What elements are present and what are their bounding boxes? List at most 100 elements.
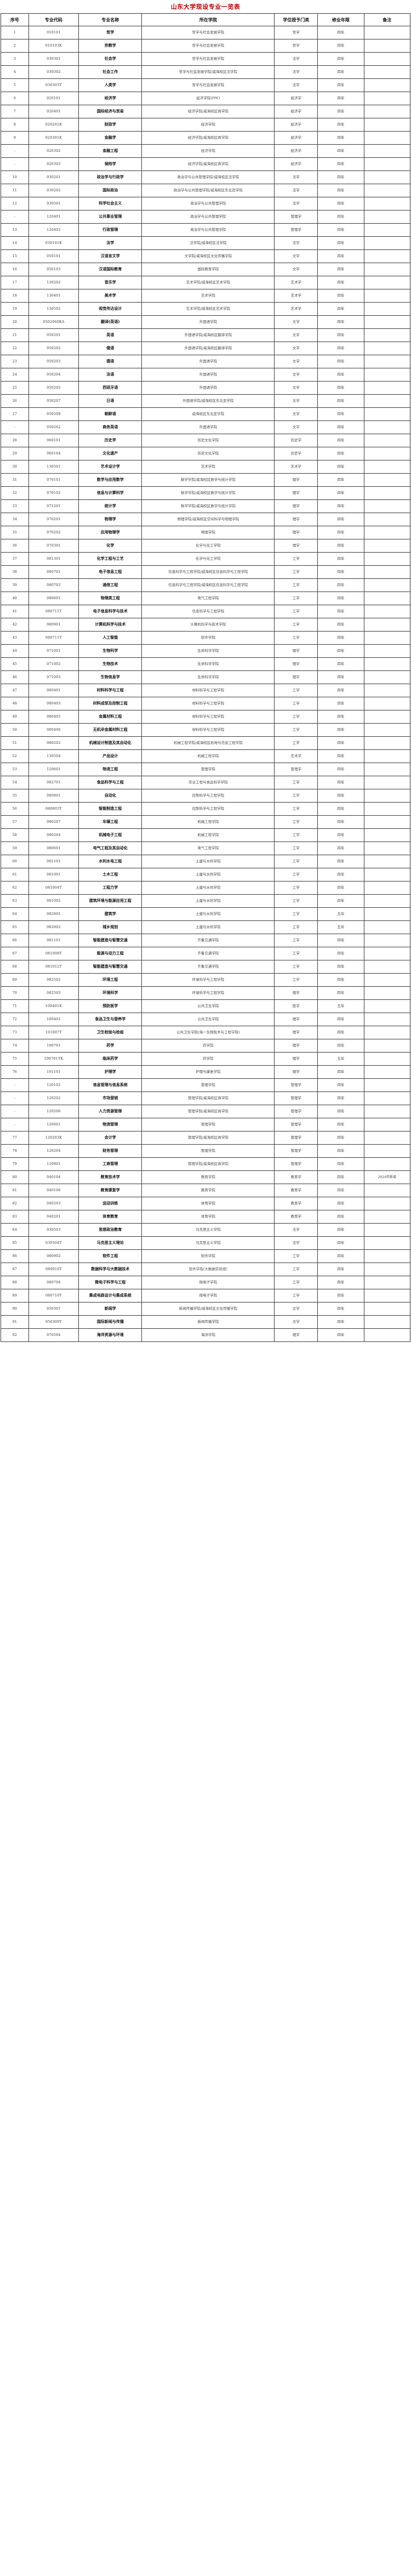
cell-college: 土建与水利学院 — [141, 881, 275, 895]
cell-name: 生物科学 — [78, 644, 142, 658]
cell-code: 100402 — [28, 1013, 79, 1026]
cell-index: 79 — [1, 1157, 29, 1171]
cell-note — [363, 381, 411, 395]
cell-college: 公共卫生学院(海一生物技术与工程学院) — [141, 1026, 275, 1039]
cell-degree: 教育学 — [274, 1197, 318, 1210]
cell-degree: 工学 — [274, 934, 318, 947]
cell-years: 四年 — [317, 276, 364, 289]
cell-index: 72 — [1, 1013, 29, 1026]
cell-years: 四年 — [317, 144, 364, 158]
cell-note — [363, 355, 411, 368]
cell-degree: 文学 — [274, 328, 318, 342]
cell-code: 030301 — [28, 52, 79, 66]
cell-name: 卫生检验与检疫 — [78, 1026, 142, 1039]
table-row: 41 080711T 电子信息科学与技术 信息科学与工程学院 工学 四年 — [1, 605, 411, 618]
cell-degree: 理学 — [274, 986, 318, 1000]
cell-degree: 理学 — [274, 539, 318, 553]
cell-degree: 理学 — [274, 644, 318, 658]
cell-code: 010103K — [28, 39, 79, 53]
column-header-name: 专业名称 — [78, 13, 142, 26]
cell-name: 微电子科学与工程 — [78, 1276, 142, 1289]
cell-code: 030101K — [28, 236, 79, 250]
cell-degree: 理学 — [274, 1013, 318, 1026]
cell-index: 18 — [1, 289, 29, 303]
cell-degree: 工学 — [274, 868, 318, 882]
cell-degree: 教育学 — [274, 1210, 318, 1224]
cell-degree: 理学 — [274, 1052, 318, 1066]
cell-code: 120204 — [28, 1144, 79, 1158]
cell-index: 38 — [1, 565, 29, 579]
cell-name: 哲学 — [78, 26, 142, 39]
cell-code: 050209 — [28, 407, 79, 421]
cell-note — [363, 815, 411, 829]
cell-degree: 工学 — [274, 1263, 318, 1276]
cell-degree: 理学 — [274, 526, 318, 539]
cell-years: 四年 — [317, 1026, 364, 1039]
cell-note — [363, 26, 411, 39]
cell-college: 外国语学院 — [141, 315, 275, 329]
table-row: 60 081101 水利水电工程 土建与水利学院 工学 四年 — [1, 855, 411, 868]
cell-note — [363, 723, 411, 737]
cell-note — [363, 894, 411, 908]
cell-index: 8 — [1, 118, 29, 132]
cell-code: 030303T — [28, 78, 79, 92]
cell-years: 五年 — [317, 999, 364, 1013]
cell-name: 人力资源管理 — [78, 1105, 142, 1118]
cell-college: 土建与水利学院 — [141, 920, 275, 934]
cell-code: 020302 — [28, 144, 79, 158]
cell-college: 政治学与公共管理学院 — [141, 197, 275, 211]
cell-note — [363, 539, 411, 553]
cell-code: 070504 — [28, 1328, 79, 1342]
cell-note — [363, 1184, 411, 1197]
table-row: 21 050201 英语 外国语学院/威海校区翻译学院 文学 四年 — [1, 328, 411, 342]
cell-name: 建筑环境与能源应用工程 — [78, 894, 142, 908]
cell-degree: 工学 — [274, 697, 318, 710]
cell-note: 2024年新增 — [363, 1170, 411, 1184]
cell-index: 34 — [1, 513, 29, 526]
cell-index: 39 — [1, 578, 29, 592]
cell-degree: 法学 — [274, 52, 318, 66]
table-row: 29 060104 文化遗产 历史文化学院 历史学 四年 — [1, 447, 411, 460]
cell-note — [363, 565, 411, 579]
cell-years: 四年 — [317, 1091, 364, 1105]
cell-years: 四年 — [317, 460, 364, 474]
cell-note — [363, 1131, 411, 1145]
cell-name: 社会学 — [78, 52, 142, 66]
cell-code: 050203 — [28, 355, 79, 368]
cell-degree: 工学 — [274, 684, 318, 697]
cell-college: 软件学院 — [141, 631, 275, 645]
cell-college: 外国语学院 — [141, 355, 275, 368]
cell-index: 37 — [1, 552, 29, 566]
cell-years: 四年 — [317, 1197, 364, 1210]
cell-code: 120203K — [28, 1131, 79, 1145]
cell-index: 82 — [1, 1197, 29, 1210]
table-row: 90 050301 新闻学 新闻传播学院/威海校区文化传播学院 文学 四年 — [1, 1302, 411, 1316]
table-body: 1 010101 哲学 哲学与社会发展学院 哲学 四年 2 010103K 宗教学 哲学与社会发展… — [1, 26, 411, 1342]
cell-index: 69 — [1, 973, 29, 987]
cell-degree: 管理学 — [274, 1157, 318, 1171]
cell-index: 42 — [1, 618, 29, 632]
cell-index: 56 — [1, 802, 29, 816]
cell-note — [363, 592, 411, 605]
cell-name: 新闻学 — [78, 1302, 142, 1316]
cell-years: 四年 — [317, 394, 364, 408]
cell-college: 环境科学与工程学院 — [141, 973, 275, 987]
cell-years: 四年 — [317, 210, 364, 224]
cell-note — [363, 368, 411, 382]
column-header-college: 所在学院 — [141, 13, 275, 26]
cell-note — [363, 1078, 411, 1092]
cell-code: 080910T — [28, 1263, 79, 1276]
cell-years: 四年 — [317, 749, 364, 763]
cell-college: 哲学与社会发展学院 — [141, 39, 275, 53]
table-row: 34 070201 物理学 物理学院/威海校区空间科学与物理学院 理学 四年 — [1, 513, 411, 526]
cell-degree: 工学 — [274, 947, 318, 960]
cell-index: 74 — [1, 1039, 29, 1053]
table-row: 5 030303T 人类学 哲学与社会发展学院 法学 四年 — [1, 78, 411, 92]
cell-college: 管理学院 — [141, 1078, 275, 1092]
table-row: 77 120203K 会计学 管理学院/威海校区商学院 管理学 四年 — [1, 1131, 411, 1145]
cell-code: 070102 — [28, 486, 79, 500]
cell-note — [363, 249, 411, 263]
cell-years: 四年 — [317, 802, 364, 816]
table-row: -120206 人力资源管理 管理学院/威海校区商学院 管理学 四年 — [1, 1105, 411, 1118]
cell-code: 082502 — [28, 973, 79, 987]
